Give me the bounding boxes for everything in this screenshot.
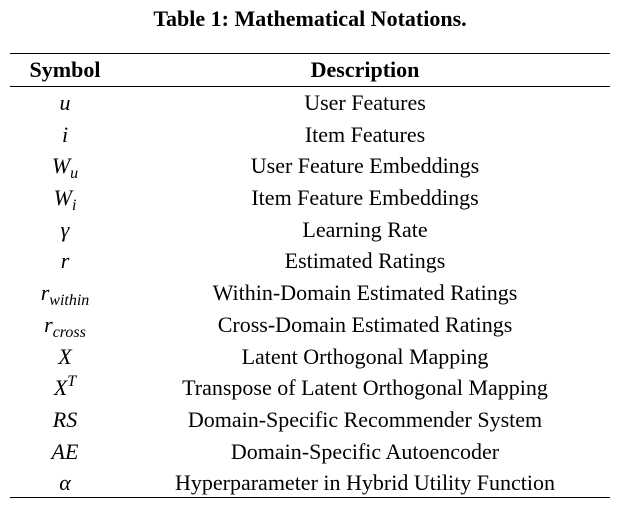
- table-row: γ Learning Rate: [10, 214, 610, 246]
- symbol-cell: α: [10, 467, 120, 499]
- symbol-cell: r: [10, 245, 120, 277]
- symbol-superscript: T: [67, 373, 77, 391]
- description-cell: Hyperparameter in Hybrid Utility Functio…: [174, 470, 556, 496]
- table-row: r Estimated Ratings: [10, 245, 610, 277]
- symbol-main: α: [59, 470, 71, 496]
- table-row: α Hyperparameter in Hybrid Utility Funct…: [10, 467, 610, 499]
- symbol-cell: Wu: [10, 150, 120, 182]
- symbol-main: AE: [51, 438, 79, 464]
- symbol-main: i: [61, 121, 69, 147]
- description-cell: Item Features: [304, 121, 426, 147]
- column-header-description: Description: [310, 57, 420, 82]
- table-caption: Table 1: Mathematical Notations.: [153, 6, 467, 31]
- symbol-main: W: [53, 185, 72, 211]
- symbol-main: X: [53, 375, 68, 401]
- description-cell: User Features: [304, 90, 426, 115]
- table-bottom-rule: [10, 497, 610, 499]
- symbol-subscript: within: [49, 292, 90, 310]
- table-row: AE Domain-Specific Autoencoder: [10, 436, 610, 468]
- symbol-main: r: [44, 311, 53, 337]
- symbol-main: X: [58, 343, 72, 369]
- description-cell: Item Feature Embeddings: [251, 185, 479, 211]
- symbol-subscript: i: [71, 197, 77, 215]
- table-row: Wu User Feature Embeddings: [10, 150, 610, 182]
- column-header-symbol: Symbol: [29, 57, 101, 82]
- description-cell: Latent Orthogonal Mapping: [241, 343, 489, 369]
- description-cell: Domain-Specific Recommender System: [187, 406, 543, 432]
- table-row: RS Domain-Specific Recommender System: [10, 404, 610, 436]
- description-cell: Cross-Domain Estimated Ratings: [217, 311, 513, 337]
- table-row: rcross Cross-Domain Estimated Ratings: [10, 309, 610, 341]
- symbol-cell: γ: [10, 214, 120, 246]
- description-cell: Learning Rate: [302, 216, 428, 242]
- symbol-main: u: [59, 90, 71, 115]
- symbol-cell: rwithin: [10, 277, 120, 309]
- symbol-cell: AE: [10, 436, 120, 468]
- symbol-main: RS: [52, 406, 78, 432]
- table-top-rule: [10, 53, 610, 55]
- table-row: rwithin Within-Domain Estimated Ratings: [10, 277, 610, 309]
- description-cell: User Feature Embeddings: [250, 153, 480, 179]
- symbol-cell: i: [10, 119, 120, 151]
- symbol-cell: Wi: [10, 182, 120, 214]
- symbol-subscript: cross: [52, 323, 86, 341]
- symbol-cell: XT: [10, 372, 120, 404]
- symbol-cell: u: [10, 87, 120, 119]
- symbol-cell: RS: [10, 404, 120, 436]
- description-cell: Within-Domain Estimated Ratings: [212, 280, 518, 306]
- symbol-cell: X: [10, 341, 120, 373]
- description-cell: Estimated Ratings: [284, 248, 446, 274]
- symbol-main: γ: [60, 216, 70, 242]
- table-header-rule: [10, 86, 610, 87]
- symbol-main: r: [60, 248, 70, 274]
- symbol-subscript: u: [70, 165, 79, 183]
- description-cell: Domain-Specific Autoencoder: [230, 438, 500, 464]
- table-row: i Item Features: [10, 119, 610, 151]
- symbol-main: W: [51, 153, 71, 179]
- table-row: XT Transpose of Latent Orthogonal Mappin…: [10, 372, 610, 404]
- table-row: X Latent Orthogonal Mapping: [10, 341, 610, 373]
- table-row: Wi Item Feature Embeddings: [10, 182, 610, 214]
- symbol-cell: rcross: [10, 309, 120, 341]
- table-row: u User Features: [10, 87, 610, 119]
- description-cell: Transpose of Latent Orthogonal Mapping: [182, 375, 548, 401]
- table-body: u User Features i Item Features Wu User …: [10, 87, 610, 499]
- symbol-main: r: [40, 280, 50, 306]
